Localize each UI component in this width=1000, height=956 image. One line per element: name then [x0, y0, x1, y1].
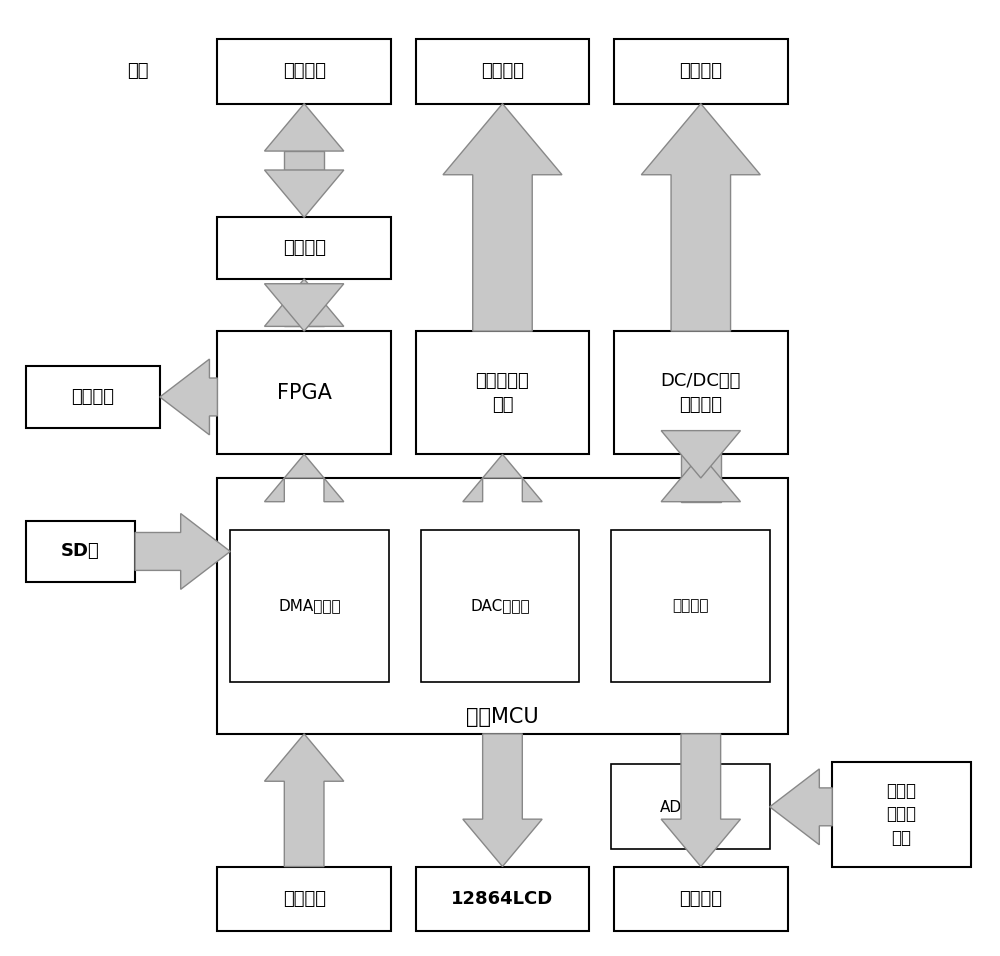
FancyBboxPatch shape [416, 39, 589, 103]
FancyBboxPatch shape [217, 331, 391, 454]
Text: 电压电
流采集
模块: 电压电 流采集 模块 [887, 782, 917, 847]
Polygon shape [463, 454, 542, 502]
Text: 12864LCD: 12864LCD [451, 890, 554, 908]
Polygon shape [264, 170, 344, 217]
Text: 声光报警: 声光报警 [679, 890, 722, 908]
FancyBboxPatch shape [416, 331, 589, 454]
Polygon shape [661, 454, 740, 502]
Text: DMA控制器: DMA控制器 [278, 598, 341, 614]
Polygon shape [463, 734, 542, 866]
Text: DC/DC电源
管理芯片: DC/DC电源 管理芯片 [661, 372, 741, 414]
Text: 电源通道: 电源通道 [679, 62, 722, 80]
Text: 电源管理: 电源管理 [672, 598, 709, 614]
FancyBboxPatch shape [614, 866, 788, 931]
Polygon shape [443, 103, 562, 331]
FancyBboxPatch shape [611, 531, 770, 682]
FancyBboxPatch shape [26, 521, 135, 582]
FancyBboxPatch shape [416, 866, 589, 931]
Text: 数字通道: 数字通道 [283, 62, 326, 80]
FancyBboxPatch shape [217, 478, 788, 734]
Polygon shape [770, 769, 832, 845]
Polygon shape [264, 103, 344, 151]
FancyBboxPatch shape [284, 151, 324, 170]
FancyBboxPatch shape [284, 284, 324, 326]
Text: 状态显示: 状态显示 [71, 388, 114, 406]
FancyBboxPatch shape [611, 764, 770, 850]
Text: FPGA: FPGA [277, 382, 332, 402]
Text: 主控MCU: 主控MCU [466, 706, 538, 727]
FancyBboxPatch shape [614, 39, 788, 103]
FancyBboxPatch shape [230, 531, 389, 682]
Text: 模拟通道: 模拟通道 [481, 62, 524, 80]
Text: 电平转换: 电平转换 [283, 239, 326, 257]
Text: SD卡: SD卡 [61, 542, 100, 560]
Text: 多路通道放
大器: 多路通道放 大器 [476, 372, 529, 414]
FancyBboxPatch shape [217, 39, 391, 103]
Polygon shape [135, 513, 230, 589]
Polygon shape [661, 430, 740, 478]
FancyBboxPatch shape [217, 866, 391, 931]
Text: DAC控制器: DAC控制器 [470, 598, 530, 614]
FancyBboxPatch shape [681, 430, 721, 502]
FancyBboxPatch shape [26, 366, 160, 427]
Polygon shape [160, 359, 217, 435]
Polygon shape [264, 279, 344, 326]
FancyBboxPatch shape [832, 762, 971, 866]
Text: 模式选择: 模式选择 [283, 890, 326, 908]
FancyBboxPatch shape [421, 531, 579, 682]
Polygon shape [264, 454, 344, 502]
Text: ADC转换器: ADC转换器 [660, 799, 720, 815]
FancyBboxPatch shape [614, 331, 788, 454]
Text: 端子: 端子 [127, 62, 149, 80]
Polygon shape [264, 284, 344, 331]
Polygon shape [264, 734, 344, 866]
FancyBboxPatch shape [217, 217, 391, 279]
Polygon shape [661, 734, 740, 866]
Polygon shape [641, 103, 760, 331]
